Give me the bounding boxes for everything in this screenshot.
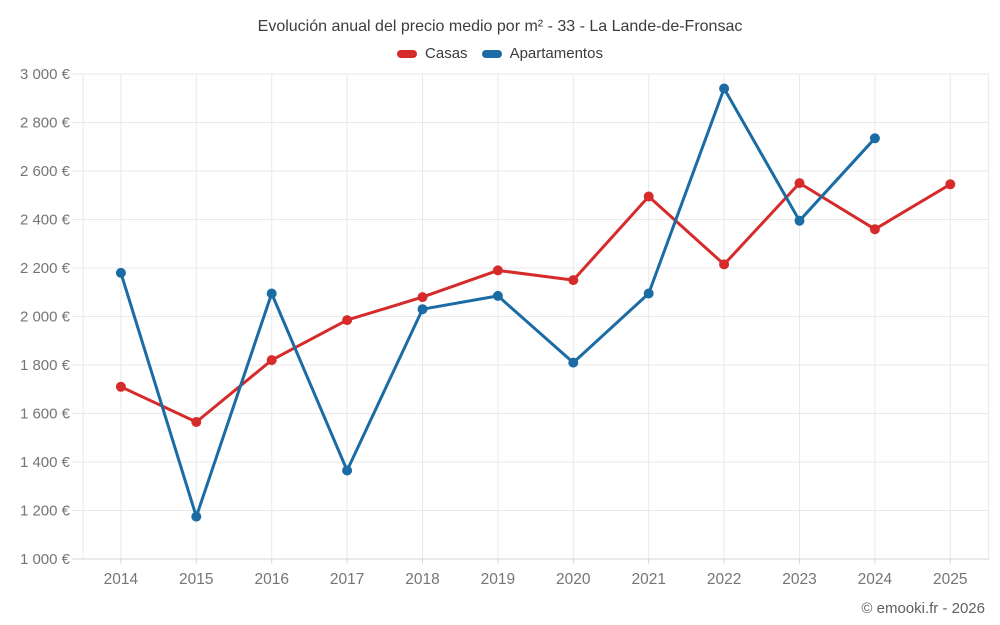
data-point-apartamentos-2020[interactable] xyxy=(568,357,579,368)
legend-label-casas: Casas xyxy=(425,45,468,62)
data-point-casas-2019[interactable] xyxy=(492,265,503,276)
y-axis-tick-label: 1 600 € xyxy=(20,406,71,423)
legend: Casas Apartamentos xyxy=(0,45,1000,62)
x-axis-tick-label: 2017 xyxy=(330,571,364,588)
chart-title: Evolución anual del precio medio por m² … xyxy=(257,18,743,35)
data-point-apartamentos-2024[interactable] xyxy=(869,133,880,144)
y-axis-tick-label: 2 800 € xyxy=(20,115,71,132)
x-axis-tick-label: 2022 xyxy=(707,571,741,588)
data-point-casas-2014[interactable] xyxy=(115,381,126,392)
legend-label-apartamentos: Apartamentos xyxy=(509,45,603,62)
legend-item-apartamentos[interactable]: Apartamentos xyxy=(481,45,603,62)
data-point-apartamentos-2021[interactable] xyxy=(643,288,654,299)
series-line-casas xyxy=(119,181,952,424)
y-axis-tick-label: 1 200 € xyxy=(20,503,71,520)
x-axis-tick-label: 2025 xyxy=(933,571,967,588)
data-point-casas-2018[interactable] xyxy=(417,292,428,303)
attribution: © emooki.fr - 2026 xyxy=(861,600,985,617)
y-axis-tick-label: 2 000 € xyxy=(20,309,71,326)
data-point-apartamentos-2023[interactable] xyxy=(794,215,805,226)
data-point-casas-2016[interactable] xyxy=(266,355,277,366)
x-axis-tick-label: 2021 xyxy=(631,571,665,588)
x-axis-tick-label: 2019 xyxy=(481,571,515,588)
x-axis-tick-label: 2016 xyxy=(254,571,288,588)
x-axis-tick-label: 2014 xyxy=(104,571,139,588)
data-point-apartamentos-2015[interactable] xyxy=(191,511,202,522)
data-point-casas-2022[interactable] xyxy=(719,259,730,270)
y-axis-tick-label: 2 200 € xyxy=(20,260,71,277)
data-point-casas-2015[interactable] xyxy=(191,417,202,427)
y-axis-tick-label: 1 000 € xyxy=(20,551,71,568)
data-point-casas-2024[interactable] xyxy=(869,224,880,235)
data-point-apartamentos-2016[interactable] xyxy=(266,288,277,299)
x-axis-tick-label: 2020 xyxy=(556,571,591,588)
y-axis-tick-label: 2 400 € xyxy=(20,212,71,229)
data-point-casas-2025[interactable] xyxy=(945,179,956,190)
y-axis-tick-label: 1 800 € xyxy=(20,357,71,374)
data-point-apartamentos-2014[interactable] xyxy=(115,267,126,278)
legend-item-casas[interactable]: Casas xyxy=(397,45,468,62)
data-point-apartamentos-2022[interactable] xyxy=(719,83,730,94)
data-point-apartamentos-2019[interactable] xyxy=(492,290,503,301)
y-axis-tick-label: 1 400 € xyxy=(20,454,71,471)
x-axis-tick-label: 2015 xyxy=(179,571,213,588)
y-axis-tick-label: 3 000 € xyxy=(20,66,71,83)
data-point-apartamentos-2018[interactable] xyxy=(417,304,428,315)
x-axis-tick-label: 2023 xyxy=(782,571,816,588)
data-point-casas-2017[interactable] xyxy=(342,315,353,326)
data-point-casas-2023[interactable] xyxy=(794,178,805,189)
x-axis-tick-label: 2024 xyxy=(858,571,893,588)
y-axis-tick-label: 2 600 € xyxy=(20,163,71,180)
x-axis-tick-label: 2018 xyxy=(405,571,439,588)
data-point-casas-2021[interactable] xyxy=(643,191,654,202)
data-point-apartamentos-2017[interactable] xyxy=(342,465,353,476)
data-point-casas-2020[interactable] xyxy=(568,275,579,286)
casas-swatch-icon xyxy=(397,49,418,58)
apartamentos-swatch-icon xyxy=(481,49,502,58)
